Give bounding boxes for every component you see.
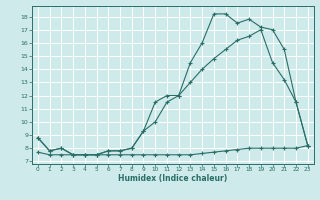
X-axis label: Humidex (Indice chaleur): Humidex (Indice chaleur) <box>118 174 228 183</box>
